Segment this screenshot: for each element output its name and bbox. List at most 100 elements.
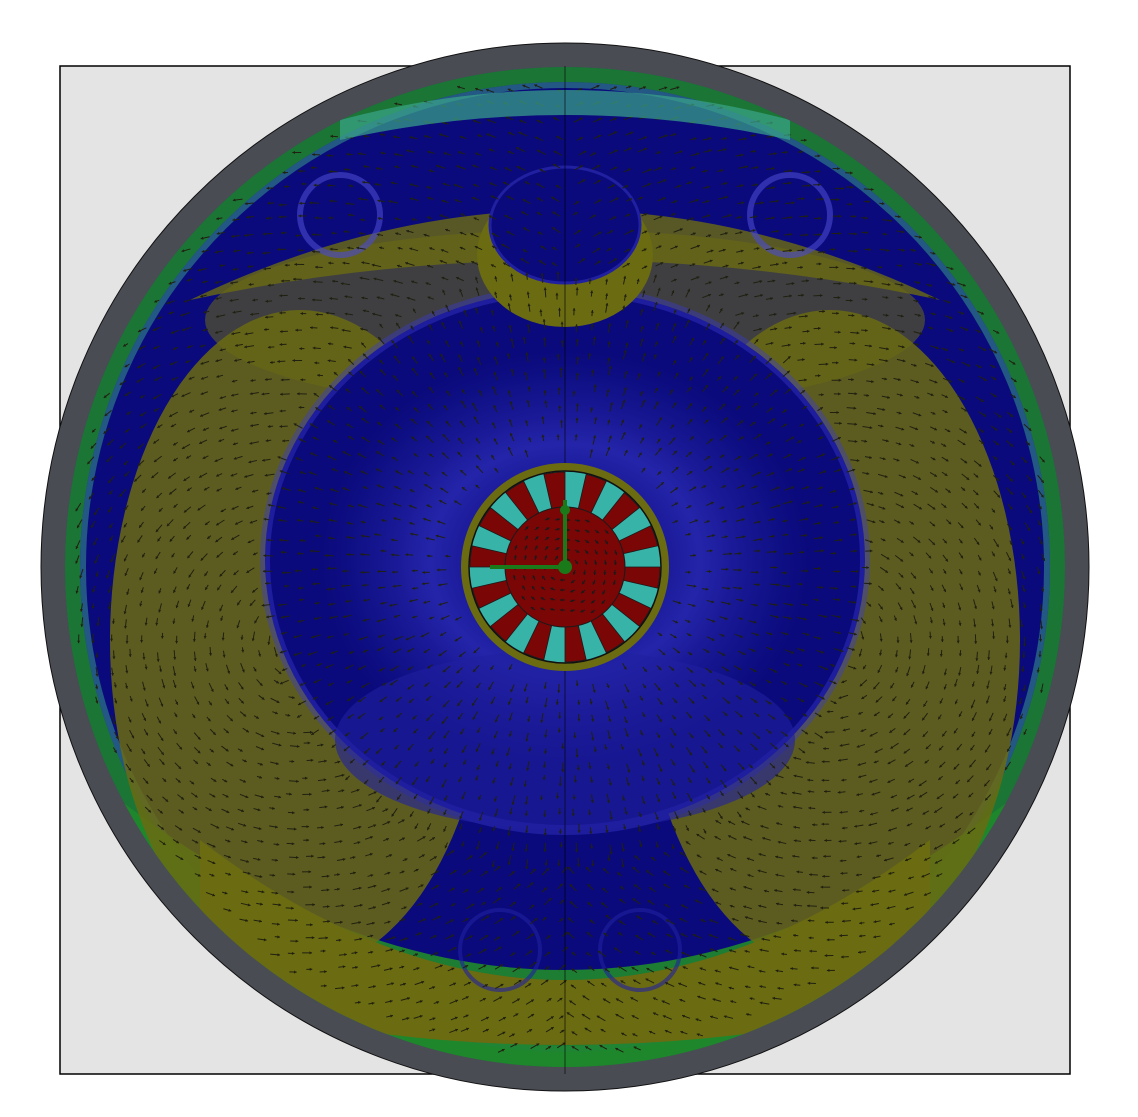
vector-arrowhead-icon [429,749,433,753]
vector-arrowhead-icon [91,524,94,528]
vector-arrowhead-icon [885,313,889,317]
vector-arrowhead-icon [765,792,769,796]
vector-arrowhead-icon [925,686,929,690]
vector-arrowhead-icon [475,748,479,752]
vector-arrowhead-icon [623,349,627,353]
vector-arrowhead-icon [327,183,331,187]
vector-arrowhead-icon [688,570,691,574]
vector-arrowhead-icon [1013,379,1017,382]
vector-arrowhead-icon [689,798,693,802]
vector-arrowhead-icon [854,422,858,426]
vector-arrowhead-icon [294,569,298,573]
vector-arrowhead-icon [1037,571,1041,575]
vector-arrowhead-icon [310,326,313,330]
vector-arrowhead-icon [913,605,916,609]
vector-arrowhead-icon [626,213,630,217]
vector-arrowhead-icon [819,422,823,426]
vector-arrowhead-icon [788,388,791,392]
vector-arrowhead-icon [283,584,287,588]
vector-arrowhead-icon [757,805,761,809]
vector-arrowhead-icon [517,883,521,887]
vector-arrowhead-icon [688,812,692,816]
vector-arrowhead-icon [606,389,610,393]
vector-arrowhead-icon [407,686,411,690]
vector-arrowhead-icon [188,376,192,380]
vector-arrowhead-icon [707,304,710,308]
vector-arrowhead-icon [380,549,384,553]
vector-arrowhead-icon [361,296,365,300]
vector-arrowhead-icon [671,667,675,671]
vector-arrowhead-icon [199,474,203,478]
vector-arrowhead-icon [374,532,377,537]
vector-arrowhead-icon [688,633,692,636]
vector-arrowhead-icon [219,348,223,352]
vector-arrowhead-icon [220,509,224,513]
vector-arrowhead-icon [187,488,191,491]
vector-arrowhead-icon [158,590,162,594]
vector-arrowhead-icon [729,552,733,556]
vector-arrowhead-icon [792,854,795,858]
vector-arrowhead-icon [361,261,365,265]
vector-arrowhead-icon [852,468,856,472]
vector-arrowhead-icon [1008,624,1012,628]
vector-arrowhead-icon [1009,491,1013,495]
vector-arrowhead-icon [772,517,776,521]
vector-arrowhead-icon [525,420,529,424]
vector-arrowhead-icon [173,685,177,688]
vector-arrowhead-icon [720,293,724,297]
vector-arrowhead-icon [123,462,127,465]
vector-arrowhead-icon [885,359,889,363]
vector-arrowhead-icon [395,232,399,236]
vector-arrowhead-icon [641,762,645,766]
vector-arrowhead-icon [607,357,611,361]
vector-arrowhead-icon [757,520,761,524]
vector-arrowhead-icon [923,893,927,896]
vector-arrowhead-icon [755,314,759,318]
vector-arrowhead-icon [1004,655,1008,659]
vector-arrowhead-icon [109,525,113,529]
vector-arrowhead-icon [606,766,610,770]
vector-arrowhead-icon [804,684,808,688]
vector-arrowhead-icon [345,388,349,392]
vector-arrowhead-icon [252,552,256,556]
vector-arrowhead-icon [767,441,771,445]
vector-arrowhead-icon [261,747,265,751]
vector-arrowhead-icon [590,780,594,783]
vector-arrowhead-icon [918,506,922,510]
vector-arrowhead-icon [510,783,514,786]
vector-arrowhead-icon [985,797,988,801]
vector-arrowhead-icon [364,780,368,784]
vector-arrowhead-icon [589,701,593,705]
vector-arrowhead-icon [627,168,631,172]
vector-arrowhead-icon [261,392,265,396]
vector-arrowhead-icon [230,473,234,477]
vector-arrowhead-icon [377,199,381,203]
vector-arrowhead-icon [490,166,494,170]
vector-arrowhead-icon [662,652,666,656]
vector-arrowhead-icon [315,534,319,538]
vector-arrowhead-icon [151,475,155,479]
vector-arrowhead-icon [295,457,299,461]
vector-arrowhead-icon [252,489,255,493]
vector-arrowhead-icon [221,637,225,641]
vector-arrowhead-icon [802,341,806,345]
vector-arrowhead-icon [991,606,995,610]
vector-arrowhead-icon [955,815,959,819]
vector-arrowhead-icon [1018,701,1022,705]
vector-arrowhead-icon [840,649,844,653]
vector-arrowhead-icon [960,348,964,352]
vector-arrowhead-icon [675,372,679,376]
vector-arrowhead-icon [454,199,458,203]
vector-arrowhead-icon [976,671,980,674]
vector-arrowhead-icon [307,741,311,745]
vector-arrowhead-icon [314,601,318,605]
vector-arrowhead-icon [897,377,901,381]
vector-arrowhead-icon [628,147,632,151]
vector-arrowhead-icon [758,852,762,856]
vector-arrowhead-icon [839,859,843,863]
vector-arrowhead-icon [160,826,164,830]
vector-arrowhead-icon [708,669,712,673]
vector-arrowhead-icon [934,380,938,384]
vector-arrowhead-icon [243,759,247,763]
vector-arrowhead-icon [390,668,394,671]
